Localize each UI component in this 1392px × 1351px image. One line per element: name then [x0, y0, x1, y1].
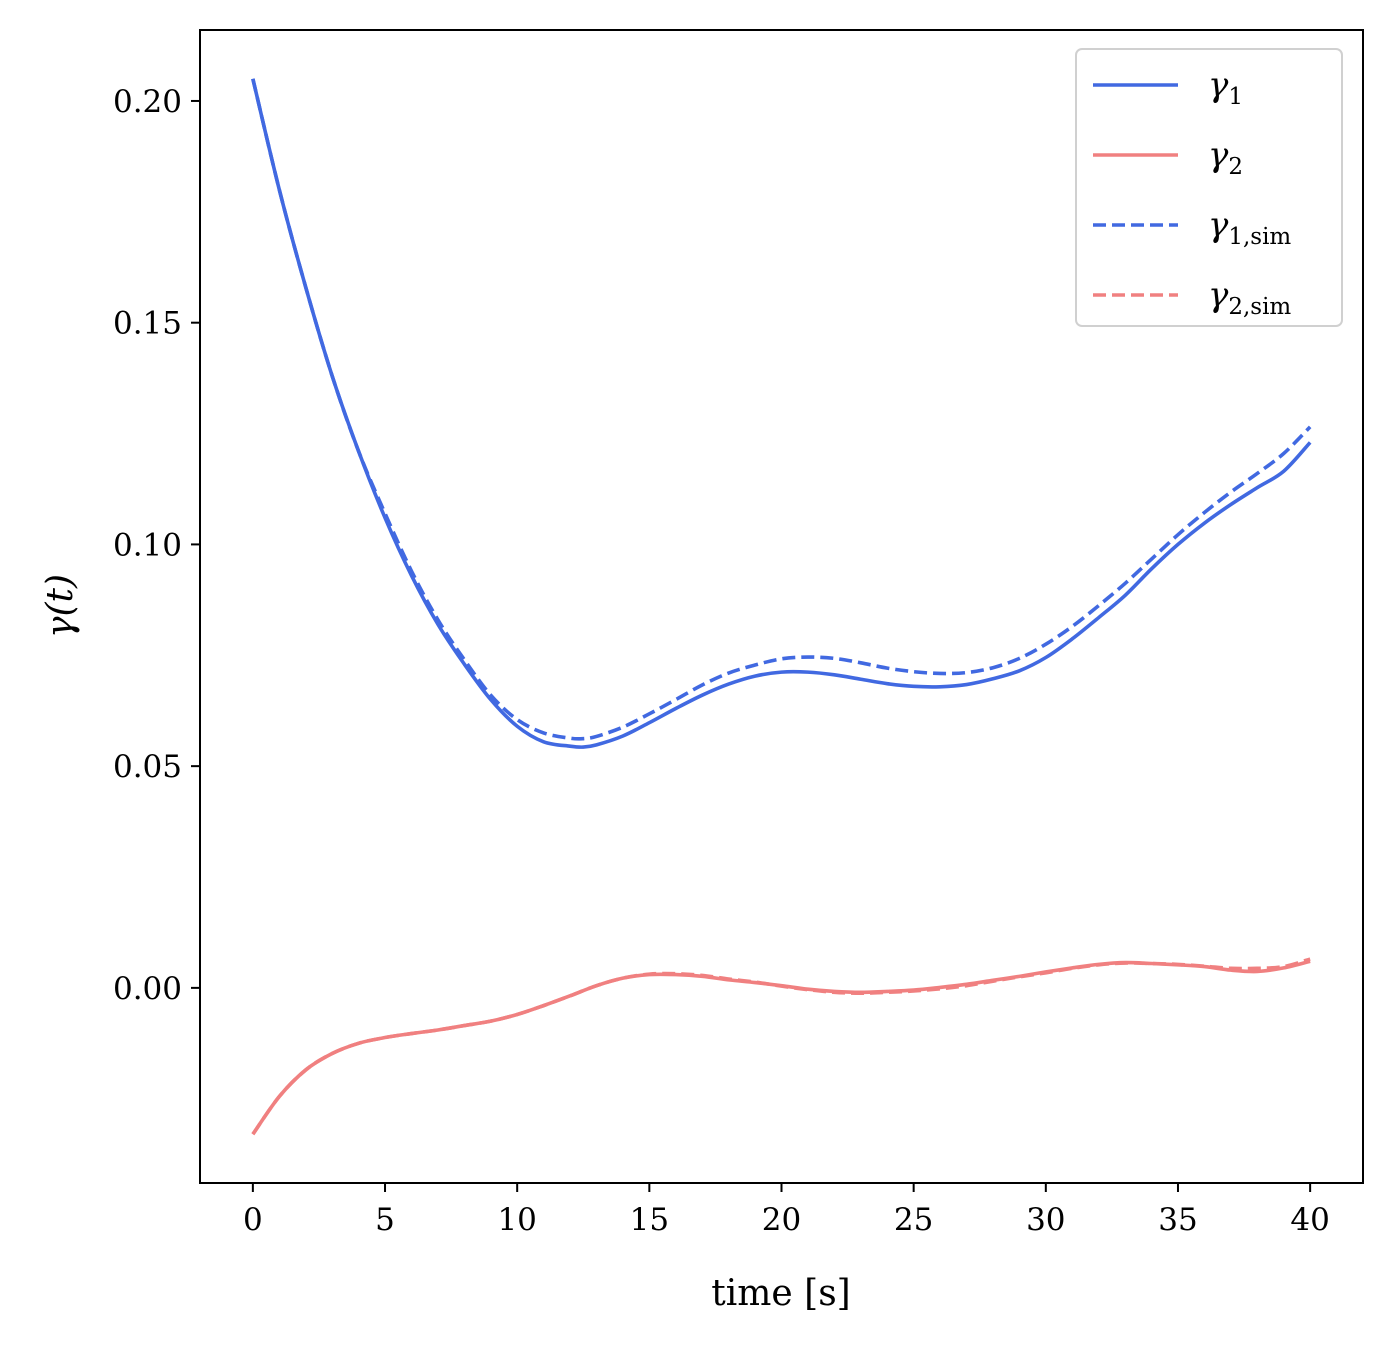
y-axis: 0.00 0.05 0.10 0.15 0.20: [113, 84, 200, 1007]
y-tick-label: 0.15: [113, 306, 182, 342]
legend: γ1 γ2 γ1,sim γ2,sim: [1075, 48, 1343, 327]
y-tick-label: 0.00: [113, 971, 182, 1007]
legend-label-1: γ1: [1208, 65, 1243, 110]
x-axis-label: time [s]: [711, 1273, 850, 1314]
series-line-4: [251, 957, 1311, 1136]
y-tick-label: 0.10: [113, 527, 182, 563]
x-tick-label: 40: [1290, 1202, 1329, 1238]
legend-label-2: γ2: [1208, 135, 1243, 180]
x-tick-label: 0: [243, 1202, 263, 1238]
x-tick-label: 35: [1158, 1202, 1197, 1238]
x-tick-label: 20: [762, 1202, 801, 1238]
x-axis: 0 5 10 15 20 25 30 35 40: [243, 1183, 1330, 1238]
y-axis-label: γ(t): [40, 574, 81, 638]
x-tick-label: 5: [375, 1202, 395, 1238]
legend-box: [1075, 48, 1343, 327]
y-tick-label: 0.05: [113, 749, 182, 785]
legend-label-4: γ2,sim: [1208, 275, 1291, 320]
y-tick-label: 0.20: [113, 84, 182, 120]
series-line-3: [251, 78, 1312, 741]
x-tick-label: 25: [894, 1202, 933, 1238]
x-tick-label: 15: [630, 1202, 669, 1238]
x-tick-label: 10: [497, 1202, 536, 1238]
series-layer: [251, 78, 1312, 1136]
x-tick-label: 30: [1026, 1202, 1065, 1238]
series-line-1: [251, 78, 1312, 749]
legend-label-3: γ1,sim: [1208, 205, 1291, 250]
